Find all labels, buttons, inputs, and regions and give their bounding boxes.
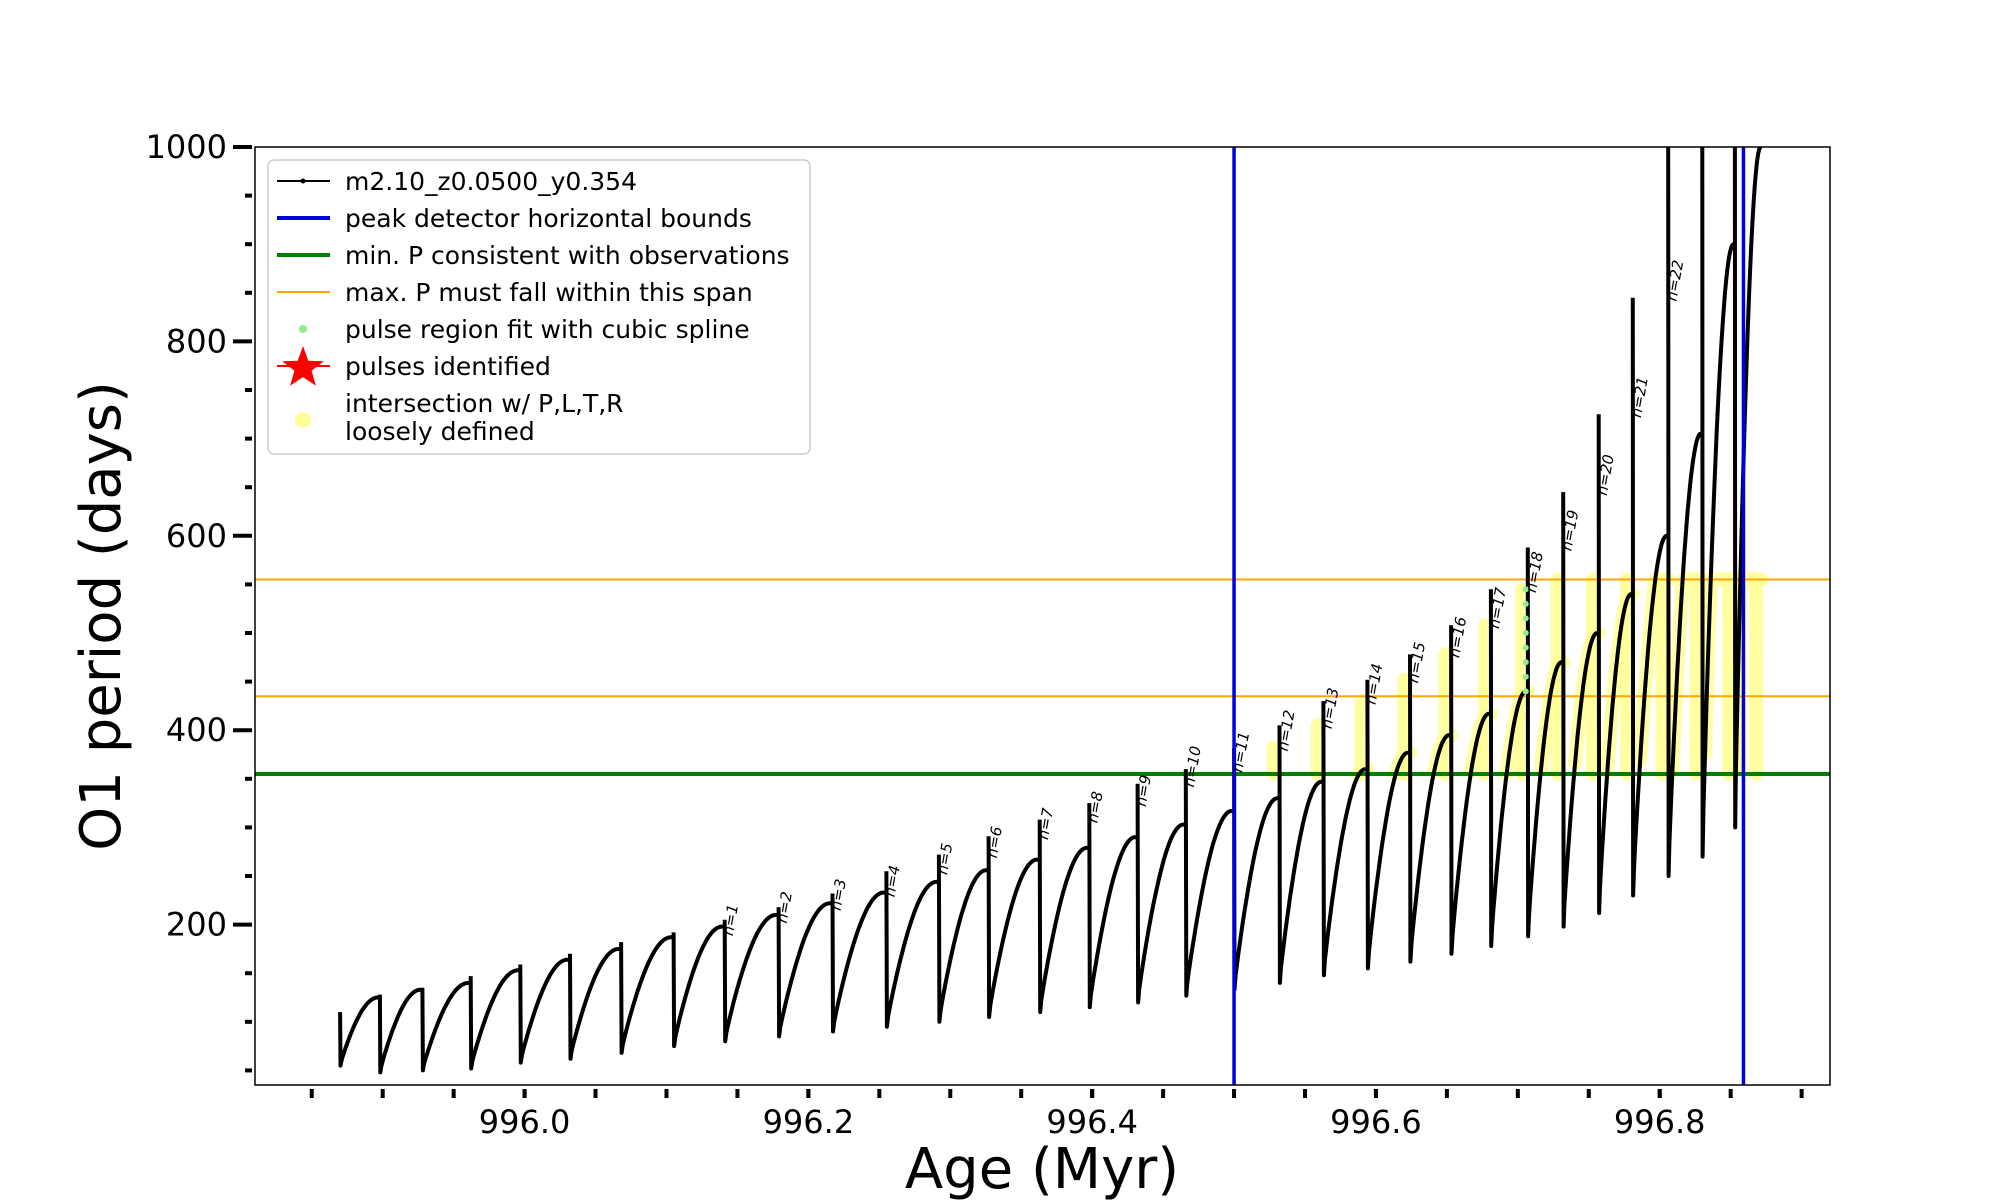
- spline-point: [1522, 630, 1529, 637]
- legend-label: loosely defined: [345, 417, 535, 446]
- spline-point: [1522, 659, 1529, 666]
- pulse-label: n=7: [1034, 806, 1057, 841]
- y-tick-label: 400: [166, 711, 227, 749]
- pulse-label: n=13: [1318, 686, 1343, 730]
- x-axis-title: Age (Myr): [905, 1137, 1179, 1200]
- pulse-label: n=6: [983, 825, 1006, 859]
- pulse-label: n=20: [1593, 453, 1618, 497]
- legend-label: pulses identified: [345, 352, 551, 381]
- y-tick-label: 200: [166, 906, 227, 944]
- pulse-label: n=5: [933, 842, 956, 876]
- pulse-label: n=8: [1084, 790, 1107, 824]
- pulse-label: n=19: [1557, 509, 1582, 553]
- pulse-label: n=22: [1662, 259, 1687, 303]
- legend-label: intersection w/ P,L,T,R: [345, 389, 624, 418]
- pulse-label: n=11: [1228, 730, 1253, 774]
- x-tick-label: 996.0: [479, 1103, 571, 1141]
- pulse-label: n=4: [881, 864, 904, 898]
- spline-point: [1522, 600, 1529, 607]
- y-axis-title: O1 period (days): [69, 381, 134, 851]
- pulse-label: n=9: [1132, 774, 1155, 808]
- pulse-label: n=1: [719, 903, 742, 937]
- plot-frame: [254, 146, 1831, 1086]
- x-tick-label: 996.6: [1330, 1103, 1422, 1141]
- pulse-label: n=10: [1180, 745, 1205, 789]
- spline-point: [1522, 644, 1529, 651]
- legend-handle: [300, 178, 306, 184]
- axes: n=1 n=2 n=3 n=4 n=5 n=6 n=7 n=8 n=9 n=10 n=11 n=12 n…: [146, 128, 1804, 1141]
- plot-area: [255, 147, 1830, 1085]
- legend-label: max. P must fall within this span: [345, 278, 753, 307]
- legend-label: m2.10_z0.0500_y0.354: [345, 167, 637, 196]
- legend-label: peak detector horizontal bounds: [345, 204, 752, 233]
- spline-point: [1522, 615, 1529, 622]
- x-tick-label: 996.8: [1614, 1103, 1706, 1141]
- legend-handle: [282, 346, 324, 386]
- pulse-label: n=12: [1274, 709, 1299, 753]
- y-tick-label: 1000: [146, 128, 227, 166]
- pulse-label: n=3: [827, 878, 850, 912]
- pulse-label: n=16: [1445, 615, 1470, 659]
- spline-point: [1522, 673, 1529, 680]
- pulse-label: n=2: [773, 890, 796, 924]
- y-tick-label: 600: [166, 517, 227, 555]
- spline-point: [1522, 688, 1529, 695]
- pulse-label: n=14: [1362, 662, 1387, 706]
- legend-label: pulse region fit with cubic spline: [345, 315, 750, 344]
- pulse-label: n=18: [1522, 550, 1547, 594]
- pulse-label: n=21: [1627, 375, 1652, 419]
- legend-label: min. P consistent with observations: [345, 241, 790, 270]
- x-tick-label: 996.4: [1046, 1103, 1138, 1141]
- series-line: [338, 147, 1763, 1075]
- legend-box: [267, 159, 811, 455]
- legend-handle: [295, 412, 311, 428]
- legend-handle: [299, 325, 307, 333]
- pulse-label: n=15: [1404, 641, 1429, 685]
- pulse-label: n=17: [1485, 586, 1510, 630]
- y-tick-label: 800: [166, 322, 227, 360]
- spline-point: [1522, 586, 1529, 593]
- x-tick-label: 996.2: [763, 1103, 855, 1141]
